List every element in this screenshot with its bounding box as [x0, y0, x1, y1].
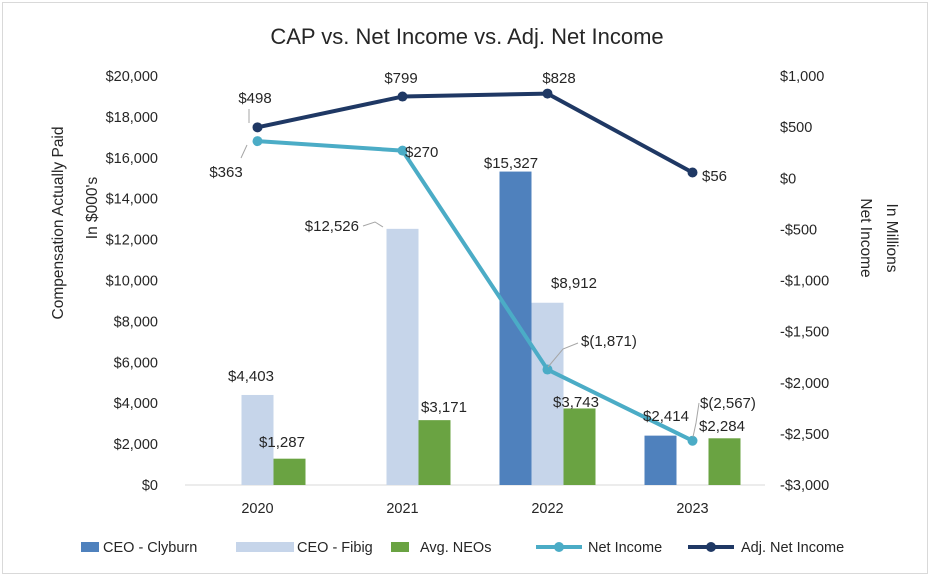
data-label-avg-neos: $3,743: [553, 394, 599, 411]
lines: [252, 88, 698, 446]
line-adj-net-income: [257, 91, 694, 175]
marker-adj-net-income: [687, 167, 698, 178]
left-axis-ticks: $0 $2,000 $4,000 $6,000 $8,000 $10,000 $12,000…: [106, 69, 158, 494]
legend-label-ceo-fibig: CEO - Fibig: [297, 540, 373, 556]
data-label-adj-net-income: $799: [384, 70, 417, 87]
chart-title: CAP vs. Net Income vs. Adj. Net Income: [270, 24, 663, 49]
left-tick-label: $4,000: [114, 396, 158, 412]
marker-adj-net-income: [542, 88, 553, 99]
line-net-income: [257, 139, 694, 443]
bar-avg-neos: [563, 408, 596, 485]
data-label-ceo-fibig: $8,912: [551, 275, 597, 292]
legend-swatch-avg-neos: [391, 542, 409, 552]
combo-chart: CAP vs. Net Income vs. Adj. Net Income C…: [50, 24, 900, 556]
data-labels: $15,327 $2,414 $4,403 $12,526 $8,912 $1,287 $3…: [209, 70, 756, 451]
data-label-net-income: $(2,567): [700, 395, 756, 412]
marker-adj-net-income: [252, 122, 263, 133]
data-label-net-income: $363: [209, 164, 242, 181]
left-tick-label: $10,000: [106, 274, 158, 290]
legend-marker-adj-net-income: [706, 542, 716, 552]
right-axis-title-line2: In Millions: [883, 204, 900, 273]
leader-line: [240, 144, 248, 159]
category-labels: 2020 2021 2022 2023: [241, 501, 708, 517]
right-tick-label: -$1,000: [780, 274, 829, 290]
leader-line: [547, 342, 579, 368]
right-tick-label: $1,000: [780, 69, 824, 85]
right-axis-ticks: $1,000 $500 $0 -$500 -$1,000 -$1,500 -$2,000 -$…: [780, 69, 829, 494]
legend-label-net-income: Net Income: [588, 540, 662, 556]
left-tick-label: $2,000: [114, 437, 158, 453]
data-label-avg-neos: $2,284: [699, 418, 745, 435]
marker-net-income: [542, 364, 553, 375]
leader-line: [362, 221, 384, 228]
legend-label-adj-net-income: Adj. Net Income: [741, 540, 844, 556]
bar-ceo-fibig: [241, 394, 274, 485]
bar-ceo-clyburn: [499, 171, 532, 485]
right-tick-label: -$2,500: [780, 427, 829, 443]
legend-label-ceo-clyburn: CEO - Clyburn: [103, 540, 197, 556]
right-tick-label: -$500: [780, 222, 817, 238]
bar-ceo-fibig: [531, 302, 564, 485]
legend: CEO - Clyburn CEO - Fibig Avg. NEOs Net Inc…: [81, 540, 844, 556]
left-tick-label: $0: [142, 478, 158, 494]
data-label-adj-net-income: $828: [542, 70, 575, 87]
bar-avg-neos: [418, 420, 451, 485]
left-tick-label: $20,000: [106, 69, 158, 85]
data-label-avg-neos: $1,287: [259, 434, 305, 451]
left-tick-label: $14,000: [106, 192, 158, 208]
bar-ceo-clyburn: [644, 435, 677, 485]
legend-marker-net-income: [554, 542, 564, 552]
data-label-ceo-fibig: $12,526: [305, 218, 359, 235]
category-label: 2022: [531, 501, 563, 517]
right-tick-label: $0: [780, 171, 796, 187]
legend-swatch-ceo-clyburn: [81, 542, 99, 552]
data-label-avg-neos: $3,171: [421, 399, 467, 416]
marker-net-income: [687, 435, 698, 446]
bars: [241, 171, 741, 485]
left-axis-title-line2: In $000's: [84, 177, 101, 240]
data-label-net-income: $270: [405, 144, 438, 161]
left-tick-label: $18,000: [106, 110, 158, 126]
right-tick-label: -$3,000: [780, 478, 829, 494]
left-tick-label: $12,000: [106, 233, 158, 249]
data-label-adj-net-income: $498: [238, 90, 271, 107]
marker-adj-net-income: [397, 91, 408, 102]
right-tick-label: -$1,500: [780, 325, 829, 341]
bar-avg-neos: [708, 438, 741, 485]
legend-swatch-ceo-fibig: [236, 542, 294, 552]
data-label-adj-net-income: $56: [702, 168, 727, 185]
right-tick-label: -$2,000: [780, 376, 829, 392]
marker-net-income: [397, 145, 408, 156]
category-label: 2020: [241, 501, 273, 517]
left-axis-title-line1: Compensation Actually Paid: [50, 126, 67, 319]
left-tick-label: $8,000: [114, 314, 158, 330]
legend-label-avg-neos: Avg. NEOs: [420, 540, 491, 556]
data-label-ceo-clyburn: $15,327: [484, 155, 538, 172]
category-label: 2021: [386, 501, 418, 517]
bar-ceo-fibig: [386, 228, 419, 485]
data-label-ceo-fibig: $4,403: [228, 368, 274, 385]
right-tick-label: $500: [780, 120, 812, 136]
right-axis-title-line1: Net Income: [857, 198, 874, 277]
marker-net-income: [252, 136, 263, 147]
left-tick-label: $6,000: [114, 355, 158, 371]
category-label: 2023: [676, 501, 708, 517]
left-tick-label: $16,000: [106, 151, 158, 167]
leader-line: [692, 402, 700, 438]
bar-avg-neos: [273, 458, 306, 485]
data-label-net-income: $(1,871): [581, 333, 637, 350]
data-label-ceo-clyburn: $2,414: [643, 408, 689, 425]
